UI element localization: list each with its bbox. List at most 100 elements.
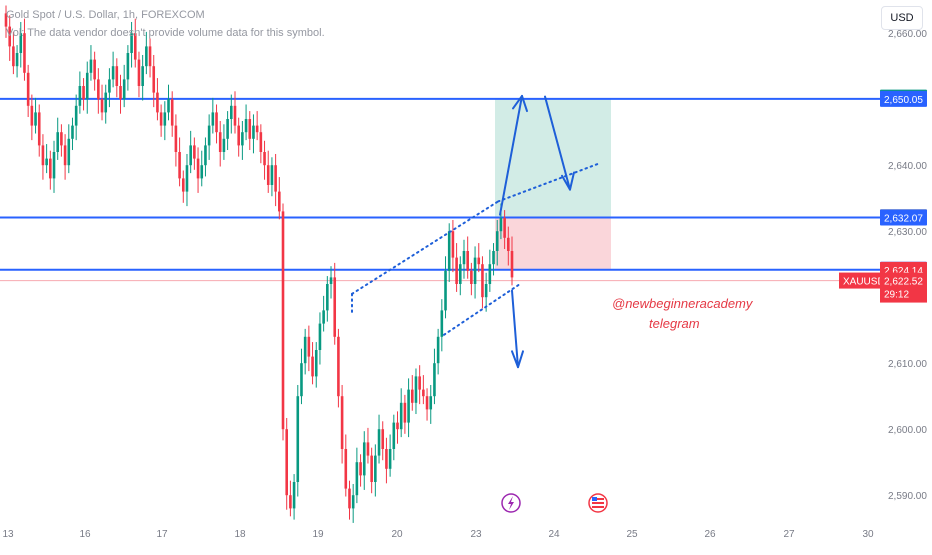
candle-body [322, 310, 325, 324]
stop-zone [495, 217, 611, 270]
candle-body [34, 112, 37, 126]
candle-body [433, 363, 436, 397]
watermark-telegram: telegram [649, 316, 700, 331]
candle-body [241, 132, 244, 146]
candle-body [78, 86, 82, 106]
candle-body [366, 442, 370, 456]
candle-body [447, 231, 451, 271]
projection-arrow-down-target [544, 95, 571, 191]
candle-body [278, 191, 281, 212]
candle-body [458, 264, 462, 284]
candle-body [167, 99, 170, 113]
candle-body [351, 495, 355, 509]
x-axis-tick-label: 23 [470, 529, 482, 540]
candle-body [108, 79, 111, 93]
candle-body [133, 33, 137, 60]
candle-body [377, 429, 381, 456]
price-label-bg [880, 209, 927, 226]
candle-body [71, 125, 74, 139]
candle-body [163, 112, 167, 126]
y-axis-tick-label: 2,600.00 [888, 425, 927, 436]
candle-body [156, 92, 159, 113]
x-axis-tick-label: 13 [2, 529, 14, 540]
candle-body [244, 119, 248, 133]
candle-body [248, 119, 252, 139]
candle-body [488, 264, 492, 284]
candle-body [507, 237, 510, 251]
candle-body [329, 277, 333, 284]
candle-body [52, 152, 56, 179]
candle-body [503, 218, 506, 238]
candle-body [385, 449, 388, 469]
candle-body [130, 33, 133, 53]
lightning-event-icon[interactable] [501, 493, 521, 513]
candle-body [344, 449, 348, 489]
candle-body [67, 138, 71, 166]
candle-body [255, 125, 259, 133]
arrowhead-down-target [561, 171, 575, 191]
currency-button[interactable]: USD [881, 6, 923, 30]
channel-upper-line-left [351, 200, 499, 295]
projection-arrow-down-break [511, 289, 519, 369]
price-label-text: 2,624.14 [884, 266, 923, 277]
flag-stripe [592, 502, 604, 504]
candle-body [270, 165, 274, 185]
candle-body [12, 46, 15, 67]
x-axis-tick-label: 25 [626, 529, 638, 540]
lightning-icon-bolt [508, 496, 514, 510]
symbol-tag: XAUUSD [843, 277, 885, 288]
candle-body [263, 152, 266, 166]
candle-body [8, 26, 11, 47]
candle-body [407, 389, 410, 423]
candle-body [82, 86, 85, 100]
candle-body [370, 455, 373, 482]
candle-body [104, 92, 108, 113]
candle-body [26, 72, 30, 106]
symbol-title[interactable]: Gold Spot / U.S. Dollar, 1h, FOREXCOM [6, 9, 205, 21]
x-axis-tick-label: 26 [704, 529, 716, 540]
price-scale-label: 2,632.07 [880, 209, 927, 226]
candle-body [141, 66, 144, 86]
candle-body [436, 336, 440, 364]
candle-body [174, 125, 178, 152]
candle-body [41, 145, 45, 166]
candle-body [15, 53, 19, 67]
candle-body [170, 99, 174, 126]
candle-body [403, 402, 407, 423]
candle-body [126, 53, 130, 80]
candle-body [492, 251, 495, 265]
price-label-bg [880, 90, 927, 107]
candle-body [348, 488, 351, 509]
candle-body [37, 112, 41, 146]
candle-body [484, 284, 488, 298]
projection-arrow-up [499, 94, 523, 216]
candle-body [440, 310, 444, 337]
candle-body [281, 211, 285, 430]
candle-body [359, 462, 362, 476]
candle-body [466, 251, 469, 271]
candle-body [418, 376, 421, 390]
candle-body [473, 257, 477, 284]
candle-body [74, 105, 78, 126]
candle-body [93, 59, 96, 80]
y-axis-tick-label: 2,640.00 [888, 161, 927, 172]
symbol-tag-bg [839, 272, 880, 289]
candle-body [159, 112, 163, 126]
candle-body [340, 396, 344, 449]
candle-body [311, 356, 314, 377]
last-price-label: 2,622.52 [884, 277, 923, 288]
candle-body [455, 257, 458, 284]
candle-body [252, 125, 255, 139]
candle-body [444, 270, 447, 311]
candle-body [318, 323, 322, 350]
candle-body [200, 165, 204, 179]
candle-body [100, 99, 104, 113]
candle-body [30, 105, 34, 126]
x-axis-tick-label: 24 [548, 529, 560, 540]
candle-body [233, 105, 237, 126]
bar-countdown: 29:12 [884, 290, 909, 301]
x-axis-tick-label: 20 [391, 529, 403, 540]
us-flag-event-icon[interactable] [588, 493, 608, 513]
